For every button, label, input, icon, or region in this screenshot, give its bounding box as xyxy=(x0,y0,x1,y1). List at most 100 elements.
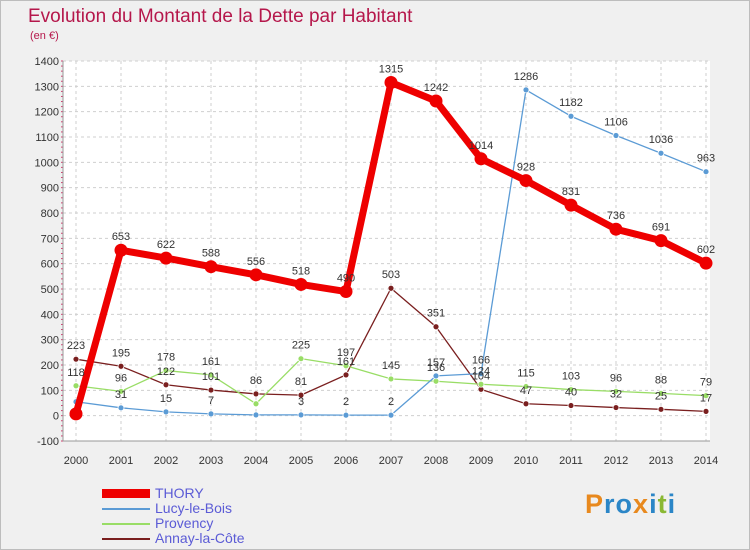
data-point xyxy=(567,402,575,409)
data-label: 602 xyxy=(697,244,715,256)
data-point xyxy=(474,152,488,166)
chart-subtitle: (en €) xyxy=(30,30,59,42)
data-point xyxy=(657,149,665,157)
data-point xyxy=(657,405,665,413)
logo-letter: r xyxy=(604,489,616,519)
data-point xyxy=(567,386,575,393)
data-point xyxy=(159,251,173,265)
y-tick-label: 400 xyxy=(41,309,59,321)
data-point xyxy=(522,383,530,390)
logo-letter: t xyxy=(657,489,668,519)
y-tick-label: 500 xyxy=(41,284,59,296)
data-point xyxy=(612,404,620,411)
data-label: 351 xyxy=(427,308,445,320)
data-label: 79 xyxy=(700,377,712,389)
data-label: 145 xyxy=(382,360,400,372)
logo-letter: x xyxy=(633,489,650,519)
legend-swatch xyxy=(102,489,150,498)
data-label: 736 xyxy=(607,210,625,222)
data-point xyxy=(162,408,170,416)
data-label: 17 xyxy=(700,392,712,404)
data-label: 88 xyxy=(655,374,667,386)
data-point xyxy=(612,387,620,395)
data-label: 963 xyxy=(697,153,715,165)
data-label: 115 xyxy=(517,368,535,380)
data-label: 103 xyxy=(562,371,580,383)
data-label: 118 xyxy=(67,367,85,379)
data-label: 3 xyxy=(298,396,304,408)
logo-letter: o xyxy=(615,489,634,519)
data-label: 518 xyxy=(292,265,310,277)
data-label: 1036 xyxy=(649,134,673,146)
legend-swatch xyxy=(102,508,150,510)
data-point xyxy=(702,407,710,415)
data-point xyxy=(207,410,215,418)
data-label: 124 xyxy=(472,365,490,377)
x-tick-label: 2002 xyxy=(154,455,178,467)
data-label: 178 xyxy=(157,352,175,364)
logo-letter: i xyxy=(649,489,658,519)
data-point xyxy=(162,381,170,389)
data-label: 928 xyxy=(517,162,535,174)
data-label: 40 xyxy=(565,387,577,399)
data-label: 1182 xyxy=(559,97,583,109)
data-label: 101 xyxy=(202,371,220,383)
y-tick-label: 700 xyxy=(41,233,59,245)
data-point xyxy=(477,380,485,388)
data-point xyxy=(612,132,620,139)
y-tick-label: 1000 xyxy=(35,157,59,169)
x-tick-label: 2003 xyxy=(199,455,223,467)
data-point xyxy=(657,389,665,397)
y-tick-label: 1400 xyxy=(35,56,59,68)
data-point xyxy=(72,382,80,390)
data-point xyxy=(207,386,215,394)
y-tick-label: 1300 xyxy=(35,81,59,93)
data-label: 161 xyxy=(202,356,220,368)
data-label: 166 xyxy=(472,355,490,367)
y-tick-label: 0 xyxy=(53,411,59,423)
data-label: 157 xyxy=(427,357,445,369)
data-point xyxy=(564,198,578,212)
legend-label: Provency xyxy=(155,515,214,531)
y-tick-label: 300 xyxy=(41,335,59,347)
data-label: 25 xyxy=(655,390,667,402)
data-point xyxy=(162,367,170,374)
data-label: 7 xyxy=(208,395,214,407)
data-point xyxy=(384,76,398,90)
x-tick-label: 2009 xyxy=(469,455,493,467)
y-tick-label: 600 xyxy=(41,259,59,271)
data-label: 31 xyxy=(115,389,127,401)
data-point xyxy=(654,234,668,248)
data-point xyxy=(522,86,530,94)
data-point xyxy=(207,371,215,379)
legend-label: THORY xyxy=(155,485,204,501)
x-tick-label: 2000 xyxy=(64,455,88,467)
legend-label: Annay-la-Côte xyxy=(155,530,245,546)
data-label: 104 xyxy=(472,370,490,382)
data-point xyxy=(387,284,395,292)
data-point xyxy=(702,392,710,400)
data-point xyxy=(342,371,350,379)
data-point xyxy=(342,362,350,370)
y-tick-label: 1100 xyxy=(35,132,59,144)
data-label: 831 xyxy=(562,186,580,198)
data-point xyxy=(387,375,395,383)
data-label: 32 xyxy=(610,389,622,401)
x-tick-label: 2001 xyxy=(109,455,133,467)
data-label: 2 xyxy=(388,396,394,408)
data-point xyxy=(477,370,485,378)
data-point xyxy=(387,411,395,419)
data-point xyxy=(699,256,713,270)
x-tick-label: 2008 xyxy=(424,455,448,467)
data-point xyxy=(567,112,575,120)
y-tick-label: 900 xyxy=(41,183,59,195)
data-label: 2 xyxy=(343,396,349,408)
data-label: 503 xyxy=(382,269,400,281)
data-label: 136 xyxy=(427,362,445,374)
proxiti-logo: Proxiti xyxy=(585,489,676,520)
data-label: 161 xyxy=(337,356,355,368)
data-point xyxy=(342,411,350,419)
data-label: 223 xyxy=(67,340,85,352)
